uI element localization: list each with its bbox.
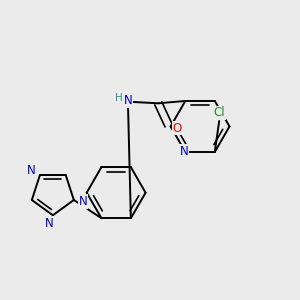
Text: Cl: Cl bbox=[213, 106, 225, 119]
Text: H: H bbox=[115, 93, 123, 103]
Text: N: N bbox=[79, 195, 88, 208]
Text: N: N bbox=[27, 164, 35, 177]
Text: N: N bbox=[45, 217, 54, 230]
Text: N: N bbox=[124, 94, 132, 107]
Text: N: N bbox=[179, 145, 188, 158]
Text: O: O bbox=[173, 122, 182, 135]
